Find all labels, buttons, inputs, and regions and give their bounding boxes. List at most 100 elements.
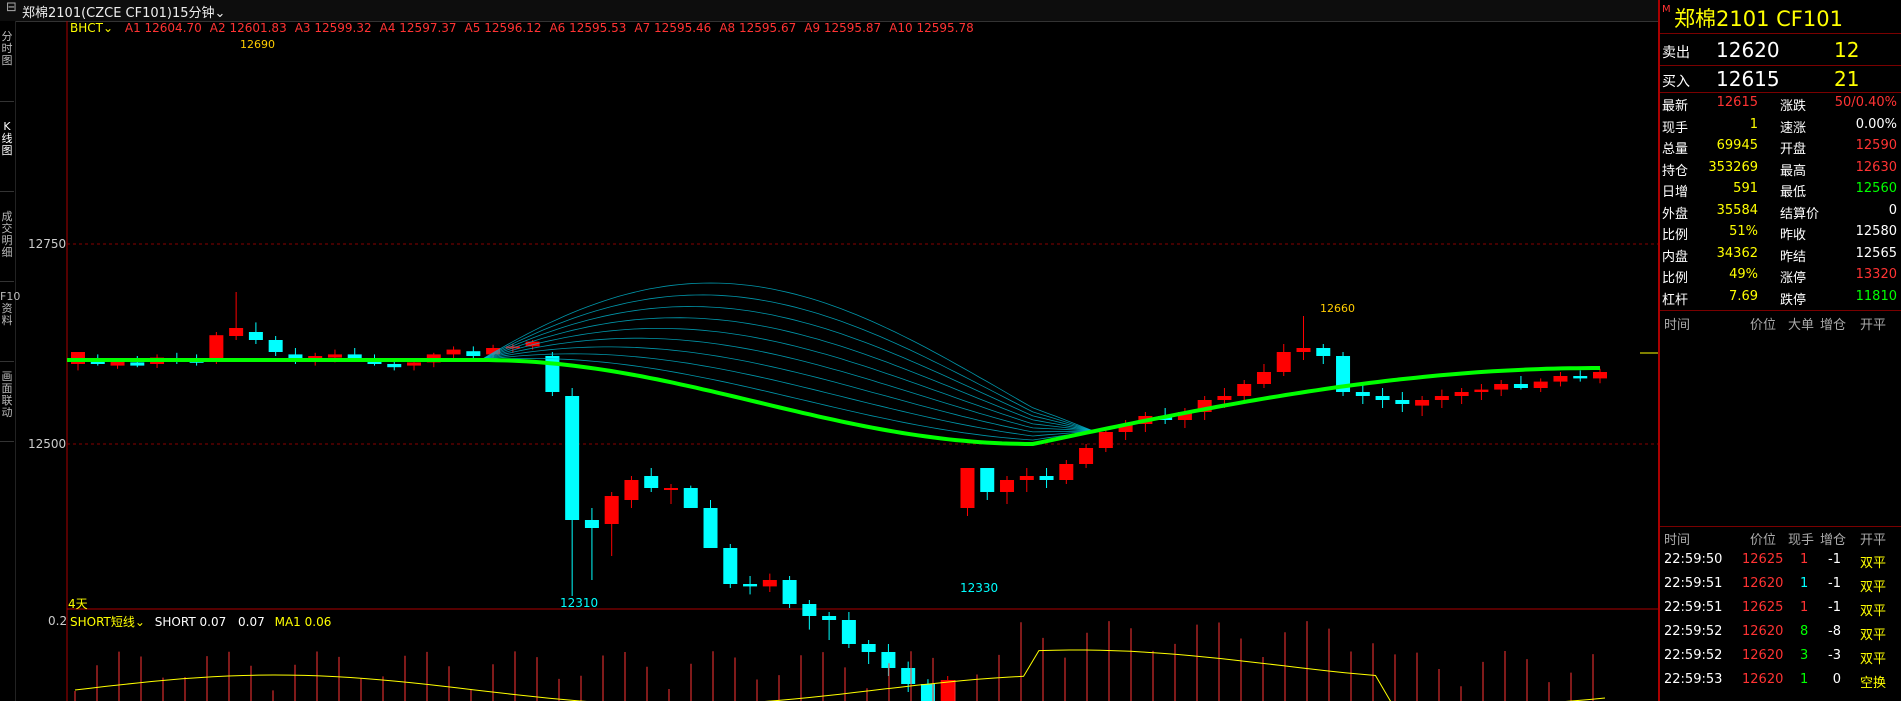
tick-row: 22:59:50 12625 1 -1 双平 xyxy=(1660,550,1901,571)
buy-volume: 21 xyxy=(1834,67,1860,91)
tick-volume: 1 xyxy=(1800,600,1809,615)
ma-value: 0.06 xyxy=(304,615,332,629)
sell-row[interactable]: 卖出 12620 12 xyxy=(1660,37,1901,65)
candle-body xyxy=(446,349,461,355)
sell-price: 12620 xyxy=(1716,38,1780,62)
candle-body xyxy=(1039,476,1054,480)
stat-value: 12615 xyxy=(1716,95,1758,110)
tick-price: 12625 xyxy=(1742,600,1784,615)
buy-row[interactable]: 买入 12615 21 xyxy=(1660,66,1901,94)
tick-volume: 1 xyxy=(1800,552,1809,567)
tick-price: 12620 xyxy=(1742,648,1784,663)
title-bar: ⊟ 郑棉2101(CZCE CF101) 15分钟⌄ xyxy=(0,0,1658,22)
stats-row: 持仓 353269 最高 12630 xyxy=(1660,158,1901,179)
indicator-name[interactable]: BHCT⌄ xyxy=(70,21,114,35)
candle-body xyxy=(1355,392,1370,396)
tick-row: 22:59:51 12625 1 -1 双平 xyxy=(1660,598,1901,619)
candle-body xyxy=(1533,381,1548,388)
window-menu-icon[interactable]: ⊟ xyxy=(6,0,17,15)
stats-row: 比例 51% 昨收 12580 xyxy=(1660,222,1901,243)
candle-body xyxy=(960,468,975,508)
stat-label: 昨结 xyxy=(1780,249,1807,265)
stat-value: 50/0.40% xyxy=(1834,95,1897,110)
candle-body xyxy=(901,668,916,684)
stat-label: 涨停 xyxy=(1780,271,1807,286)
column-header: 增仓 xyxy=(1820,318,1847,333)
candle-body xyxy=(347,354,362,360)
candle-body xyxy=(841,620,856,644)
tab-timeshare[interactable]: 分时图 xyxy=(0,31,14,102)
tick-price: 12620 xyxy=(1742,624,1784,639)
column-header: 大单 xyxy=(1788,318,1815,333)
stats-row: 外盘 35584 结算价 0 xyxy=(1660,201,1901,222)
candle-body xyxy=(703,508,718,548)
stat-value: 0.00% xyxy=(1855,116,1897,132)
candle-body xyxy=(604,496,619,524)
candle-body xyxy=(1276,352,1291,372)
tick-position-change: -8 xyxy=(1828,624,1841,639)
tick-row: 22:59:52 12620 3 -3 双平 xyxy=(1660,646,1901,667)
stat-value: 591 xyxy=(1733,181,1758,196)
indicator-item-a9: A9 12595.87 xyxy=(804,21,882,35)
candle-body xyxy=(683,488,698,508)
stat-label: 杠杆 xyxy=(1662,292,1689,308)
stat-label: 比例 xyxy=(1662,271,1689,286)
stats-row: 总量 69945 开盘 12590 xyxy=(1660,136,1901,157)
tab-deals[interactable]: 成交明细 xyxy=(0,211,14,282)
ma-label: MA1 xyxy=(274,615,301,629)
instrument-title: 郑棉2101(CZCE CF101) xyxy=(22,6,173,21)
tab-label: 画面联动 xyxy=(1,370,13,419)
candle-body xyxy=(248,332,263,340)
tick-row: 22:59:52 12620 8 -8 双平 xyxy=(1660,622,1901,643)
tick-volume: 3 xyxy=(1800,648,1809,663)
candle-body xyxy=(288,354,303,360)
market-icon: M xyxy=(1662,4,1671,15)
indicator-item-a8: A8 12595.67 xyxy=(719,21,797,35)
tab-kline[interactable]: K线图 xyxy=(0,121,14,192)
tick-volume: 1 xyxy=(1800,576,1809,591)
chevron-down-icon: ⌄ xyxy=(102,21,114,35)
tick-type: 双平 xyxy=(1860,556,1887,571)
stat-label: 最高 xyxy=(1780,163,1807,179)
kline-chart[interactable] xyxy=(0,0,1658,701)
stat-label: 最新 xyxy=(1662,99,1689,114)
sell-label: 卖出 xyxy=(1662,45,1690,61)
candle-body xyxy=(1434,396,1449,400)
indicator-item-a2: A2 12601.83 xyxy=(209,21,287,35)
candle-body xyxy=(881,652,896,668)
stat-value: 1 xyxy=(1749,116,1758,132)
indicator-item-a6: A6 12595.53 xyxy=(549,21,627,35)
quote-panel: M 郑棉2101 CF101 卖出 12620 12 买入 12615 21 最… xyxy=(1658,0,1901,701)
stat-value: 69945 xyxy=(1716,138,1758,153)
candle-body xyxy=(308,356,323,360)
period-selector[interactable]: 15分钟⌄ xyxy=(172,2,225,21)
tick-time: 22:59:52 xyxy=(1664,624,1723,639)
stat-label: 比例 xyxy=(1662,228,1689,243)
tick-time: 22:59:53 xyxy=(1664,672,1723,687)
candle-body xyxy=(327,354,342,358)
candle-body xyxy=(1474,389,1489,392)
candle-body xyxy=(565,396,580,520)
tab-link[interactable]: 画面联动 xyxy=(0,371,14,442)
candle-body xyxy=(486,348,501,355)
stat-value: 12565 xyxy=(1855,245,1897,261)
stat-label: 跌停 xyxy=(1780,292,1807,308)
tick-price: 12620 xyxy=(1742,576,1784,591)
ma-fan-line xyxy=(67,358,1600,441)
period-label: 15分钟 xyxy=(172,6,215,21)
stat-label: 昨收 xyxy=(1780,228,1807,243)
tick-type: 双平 xyxy=(1860,580,1887,595)
candle-body xyxy=(1336,356,1351,392)
candle-body xyxy=(268,340,283,352)
tick-position-change: -3 xyxy=(1828,648,1841,663)
sub-indicator-name[interactable]: SHORT短线⌄ xyxy=(70,615,145,629)
buy-label: 买入 xyxy=(1662,74,1690,90)
short-label: SHORT xyxy=(154,615,196,629)
candle-body xyxy=(762,580,777,587)
stat-label: 涨跌 xyxy=(1780,99,1807,114)
candle-body xyxy=(584,520,599,528)
candle-body xyxy=(861,644,876,652)
candle-body xyxy=(1593,372,1607,379)
tab-f10[interactable]: F10资料 xyxy=(0,291,20,362)
stat-label: 结算价 xyxy=(1780,206,1820,222)
